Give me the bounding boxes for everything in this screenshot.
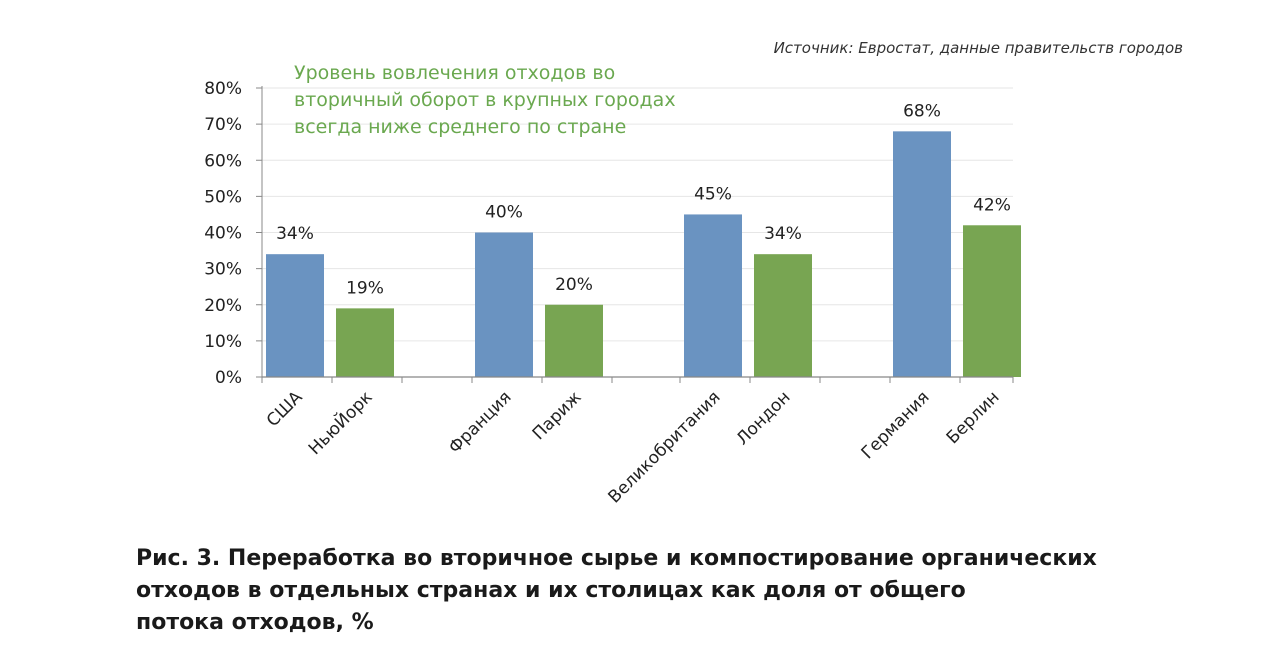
chart-annotation: Уровень вовлечения отходов во вторичный … bbox=[294, 62, 682, 138]
category-label: Великобритания bbox=[605, 387, 725, 507]
category-label: НьюЙорк bbox=[303, 386, 376, 459]
data-label: 68% bbox=[903, 101, 941, 121]
bar-city bbox=[963, 225, 1021, 377]
category-label: Франция bbox=[445, 387, 516, 458]
data-label: 40% bbox=[485, 203, 523, 223]
labels: 0% 10% 20% 30% 40% 50% 60% 70% 80% 34% США 19% НьюЙо… bbox=[204, 79, 1011, 507]
bar-city bbox=[545, 304, 603, 377]
bar-country bbox=[266, 254, 324, 377]
y-tick-label: 70% bbox=[204, 115, 242, 135]
data-label: 34% bbox=[764, 224, 802, 244]
annotation-line: Уровень вовлечения отходов во bbox=[294, 62, 615, 84]
annotation-line: вторичный оборот в крупных городах bbox=[294, 89, 676, 111]
y-tick-label: 30% bbox=[204, 260, 242, 280]
bar-country bbox=[893, 131, 951, 377]
y-tick-label: 20% bbox=[204, 296, 242, 316]
data-label: 19% bbox=[346, 278, 384, 298]
category-label: США bbox=[263, 387, 307, 431]
figure-caption: Рис. 3. Переработка во вторичное сырье и… bbox=[136, 543, 1136, 639]
data-label: 20% bbox=[555, 275, 593, 295]
bar-chart: 0% 10% 20% 30% 40% 50% 60% 70% 80% 34% США 19% НьюЙо… bbox=[204, 62, 1021, 507]
category-label: Лондон bbox=[733, 387, 795, 449]
y-tick-label: 10% bbox=[204, 332, 242, 352]
y-tick-label: 50% bbox=[204, 187, 242, 207]
caption-line: отходов в отдельных странах и их столица… bbox=[136, 578, 966, 603]
bars bbox=[266, 131, 1021, 377]
bar-city bbox=[336, 308, 394, 377]
caption-line: Рис. 3. Переработка во вторичное сырье и… bbox=[136, 546, 1097, 571]
bar-country bbox=[475, 232, 533, 377]
bar-city bbox=[754, 254, 812, 377]
y-tick-label: 40% bbox=[204, 224, 242, 244]
data-label: 45% bbox=[694, 184, 732, 204]
annotation-line: всегда ниже среднего по стране bbox=[294, 116, 626, 138]
grid-lines bbox=[262, 87, 1013, 342]
y-tick-label: 0% bbox=[215, 368, 242, 388]
data-label: 34% bbox=[276, 224, 314, 244]
category-label: Париж bbox=[529, 387, 586, 444]
caption-line: потока отходов, % bbox=[136, 610, 374, 635]
category-label: Берлин bbox=[943, 387, 1004, 448]
axes bbox=[256, 86, 1014, 383]
data-label: 42% bbox=[973, 195, 1011, 215]
y-tick-label: 60% bbox=[204, 151, 242, 171]
source-note: Источник: Евростат, данные правительств … bbox=[773, 39, 1183, 57]
bar-country bbox=[684, 214, 742, 377]
category-label: Германия bbox=[858, 387, 934, 463]
y-tick-label: 80% bbox=[204, 79, 242, 99]
